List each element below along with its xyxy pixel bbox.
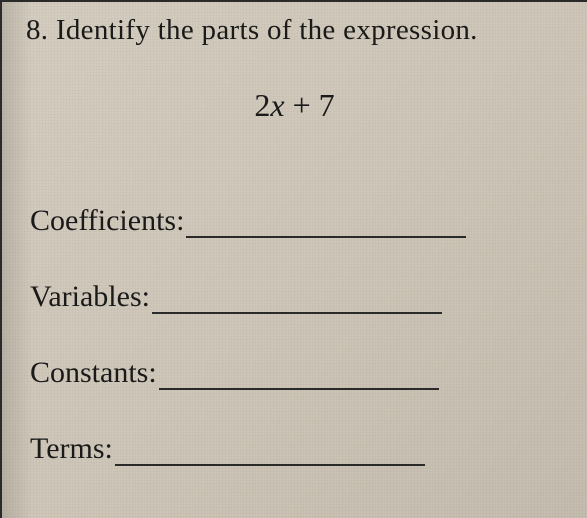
expr-coefficient: 2 xyxy=(254,87,270,123)
blank-variables[interactable] xyxy=(152,286,442,314)
worksheet-cell: 8. Identify the parts of the expression.… xyxy=(0,0,587,518)
blank-terms[interactable] xyxy=(115,438,425,466)
expr-constant: 7 xyxy=(319,87,335,123)
blank-constants[interactable] xyxy=(159,362,439,390)
expr-operator: + xyxy=(285,87,319,123)
label-terms: Terms: xyxy=(30,432,113,466)
blank-coefficients[interactable] xyxy=(186,210,466,238)
math-expression: 2x + 7 xyxy=(26,87,563,124)
question-text: Identify the parts of the expression. xyxy=(56,14,478,46)
question-prompt: 8. Identify the parts of the expression. xyxy=(26,14,563,47)
field-coefficients: Coefficients: xyxy=(26,204,563,238)
label-coefficients: Coefficients: xyxy=(30,204,184,238)
field-terms: Terms: xyxy=(26,432,563,466)
label-constants: Constants: xyxy=(30,356,157,390)
question-number: 8. xyxy=(26,14,48,46)
label-variables: Variables: xyxy=(30,280,150,314)
expr-variable: x xyxy=(270,87,284,123)
field-constants: Constants: xyxy=(26,356,563,390)
field-variables: Variables: xyxy=(26,280,563,314)
